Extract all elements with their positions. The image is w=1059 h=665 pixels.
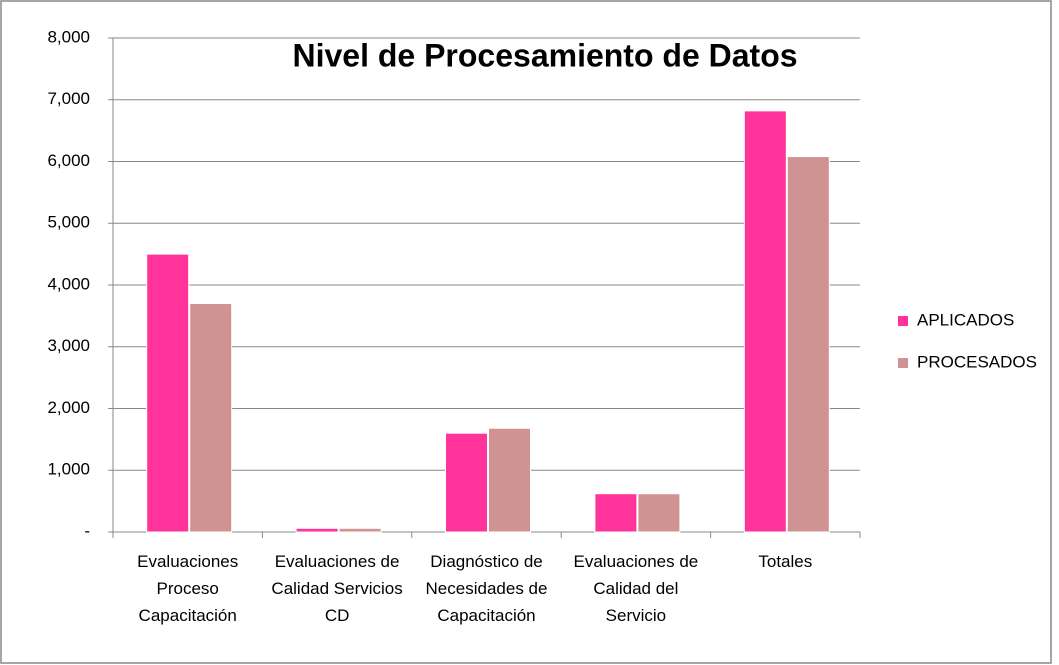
y-tick-label: 4,000 — [47, 274, 90, 293]
y-tick-label: - — [84, 521, 90, 540]
bar — [637, 493, 681, 533]
legend-swatch — [898, 316, 908, 326]
bar — [743, 110, 787, 533]
chart-title: Nivel de Procesamiento de Datos — [292, 37, 797, 73]
x-tick-label: Totales — [758, 552, 813, 571]
y-tick-label: 1,000 — [47, 460, 90, 479]
legend-label: PROCESADOS — [917, 352, 1037, 371]
bar — [146, 253, 190, 533]
x-tick-label: Evaluaciones de Calidad Servicios CD — [271, 552, 403, 625]
bar — [488, 427, 531, 533]
x-tick-label: Evaluaciones Proceso Capacitación — [137, 552, 239, 625]
legend-label: APLICADOS — [917, 310, 1014, 329]
y-tick-label: 6,000 — [47, 151, 90, 170]
y-tick-label: 3,000 — [47, 336, 90, 355]
bar — [445, 432, 488, 533]
bar — [295, 527, 339, 533]
x-tick-label: Diagnóstico de Necesidades de Capacitaci… — [425, 552, 548, 625]
bar — [189, 303, 233, 533]
bar — [338, 527, 382, 533]
legend-swatch — [898, 358, 908, 368]
y-tick-label: 5,000 — [47, 213, 90, 232]
bar — [594, 493, 638, 533]
x-tick-label: Evaluaciones de Calidad del Servicio — [573, 552, 699, 625]
y-tick-label: 2,000 — [47, 398, 90, 417]
bar — [786, 156, 830, 533]
y-tick-label: 8,000 — [47, 27, 90, 46]
y-tick-label: 7,000 — [47, 89, 90, 108]
